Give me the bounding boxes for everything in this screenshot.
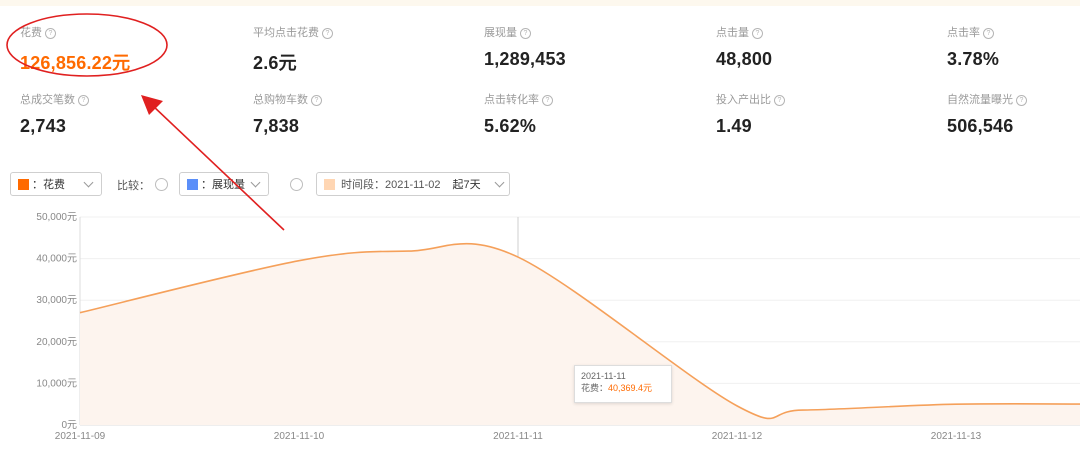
help-icon[interactable]: ? xyxy=(520,28,531,39)
x-tick-label: 2021-11-10 xyxy=(274,431,325,442)
help-icon[interactable]: ? xyxy=(78,95,89,106)
x-tick-label: 2021-11-12 xyxy=(712,431,763,442)
annotation-arrow-line xyxy=(151,104,285,231)
metric-label: 总成交笔数? xyxy=(20,91,89,107)
cost-series-line[interactable] xyxy=(79,242,1080,420)
chart-tooltip: 2021-11-11 花费：40,369.4元 xyxy=(574,365,672,403)
metric-total-orders[interactable]: 总成交笔数? 2,743 xyxy=(20,91,89,137)
x-tick-label: 2021-11-11 xyxy=(493,431,543,442)
metric-conversion-rate[interactable]: 点击转化率? 5.62% xyxy=(484,91,553,137)
metric-value: 506,546 xyxy=(947,116,1014,136)
chart-controls: ：花费 比较： ：展现量 时间段：2021-11-02 起7天 xyxy=(10,172,710,198)
metric-value: 48,800 xyxy=(716,49,773,69)
annotation-arrow-head xyxy=(141,95,163,115)
help-icon[interactable]: ? xyxy=(774,95,785,106)
metric-roi[interactable]: 投入产出比? 1.49 xyxy=(716,91,785,137)
metric-value: 126,856.22元 xyxy=(20,53,131,73)
top-notice-band xyxy=(0,0,1080,6)
metric-value: 1.49 xyxy=(716,116,752,136)
y-tick-label: 0元 xyxy=(61,420,77,431)
period-length-label: 起7天 xyxy=(452,179,481,191)
compare-radio[interactable] xyxy=(155,178,168,191)
metric-color-swatch xyxy=(18,178,29,190)
metric-label: 自然流量曝光? xyxy=(947,91,1027,107)
tooltip-date: 2021-11-11 xyxy=(581,371,626,381)
help-icon[interactable]: ? xyxy=(1016,95,1027,106)
period-select[interactable]: 时间段：2021-11-02 起7天 xyxy=(316,172,510,196)
metric-ctr[interactable]: 点击率? 3.78% xyxy=(947,24,999,70)
metric-label: 展现量? xyxy=(484,24,566,40)
help-icon[interactable]: ? xyxy=(542,95,553,106)
metric-value: 2,743 xyxy=(20,116,67,136)
metric-clicks[interactable]: 点击量? 48,800 xyxy=(716,24,772,70)
help-icon[interactable]: ? xyxy=(983,28,994,39)
cost-trend-chart[interactable]: 0元 10,000元 20,000元 30,000元 40,000元 50,000元 20… xyxy=(0,200,1080,451)
x-tick-label: 2021-11-09 xyxy=(55,431,106,442)
tooltip-label: 花费： xyxy=(581,383,609,393)
metric-select[interactable]: ：花费 xyxy=(10,172,102,196)
metric-cost[interactable]: 花费? 126,856.22元 xyxy=(20,24,130,75)
cost-area-fill xyxy=(80,243,1080,425)
metric-label: 点击量? xyxy=(716,24,772,40)
metric-cart-adds[interactable]: 总购物车数? 7,838 xyxy=(253,91,322,137)
period-select-label: 时间段：2021-11-02 xyxy=(341,179,441,191)
y-axis-ticks: 0元 10,000元 20,000元 30,000元 40,000元 50,000元 xyxy=(36,212,77,431)
tooltip-row: 花费：40,369.4元 xyxy=(581,382,665,394)
help-icon[interactable]: ? xyxy=(311,95,322,106)
metric-select-label: ：花费 xyxy=(32,179,65,191)
compare-color-swatch xyxy=(187,178,198,190)
metric-impressions[interactable]: 展现量? 1,289,453 xyxy=(484,24,566,70)
metric-value: 2.6元 xyxy=(253,53,297,73)
metric-label: 点击转化率? xyxy=(484,91,553,107)
metric-label: 总购物车数? xyxy=(253,91,322,107)
metric-value: 5.62% xyxy=(484,116,537,136)
period-radio[interactable] xyxy=(290,178,303,191)
y-tick-label: 40,000元 xyxy=(36,254,77,265)
metric-organic-exposure[interactable]: 自然流量曝光? 506,546 xyxy=(947,91,1027,137)
y-tick-label: 30,000元 xyxy=(36,295,77,306)
metric-value: 1,289,453 xyxy=(484,49,566,69)
x-tick-label: 2021-11-13 xyxy=(931,431,982,442)
metric-value: 7,838 xyxy=(253,116,300,136)
highlight-ellipse xyxy=(6,13,168,77)
tooltip-value: 40,369.4元 xyxy=(608,383,653,393)
metric-label: 平均点击花费? xyxy=(253,24,333,40)
help-icon[interactable]: ? xyxy=(322,28,333,39)
metric-label: 点击率? xyxy=(947,24,999,40)
period-color-swatch xyxy=(324,178,335,190)
metric-label: 投入产出比? xyxy=(716,91,785,107)
help-icon[interactable]: ? xyxy=(45,28,56,39)
y-tick-label: 10,000元 xyxy=(36,378,77,389)
metric-value: 3.78% xyxy=(947,49,1000,69)
metric-label: 花费? xyxy=(20,24,130,40)
x-axis-ticks: 2021-11-09 2021-11-10 2021-11-11 2021-11-12… xyxy=(55,431,982,442)
metric-avg-click-cost[interactable]: 平均点击花费? 2.6元 xyxy=(253,24,333,75)
compare-label: 比较： xyxy=(117,180,150,192)
y-tick-label: 20,000元 xyxy=(36,337,77,348)
y-tick-label: 50,000元 xyxy=(36,212,77,223)
help-icon[interactable]: ? xyxy=(752,28,763,39)
